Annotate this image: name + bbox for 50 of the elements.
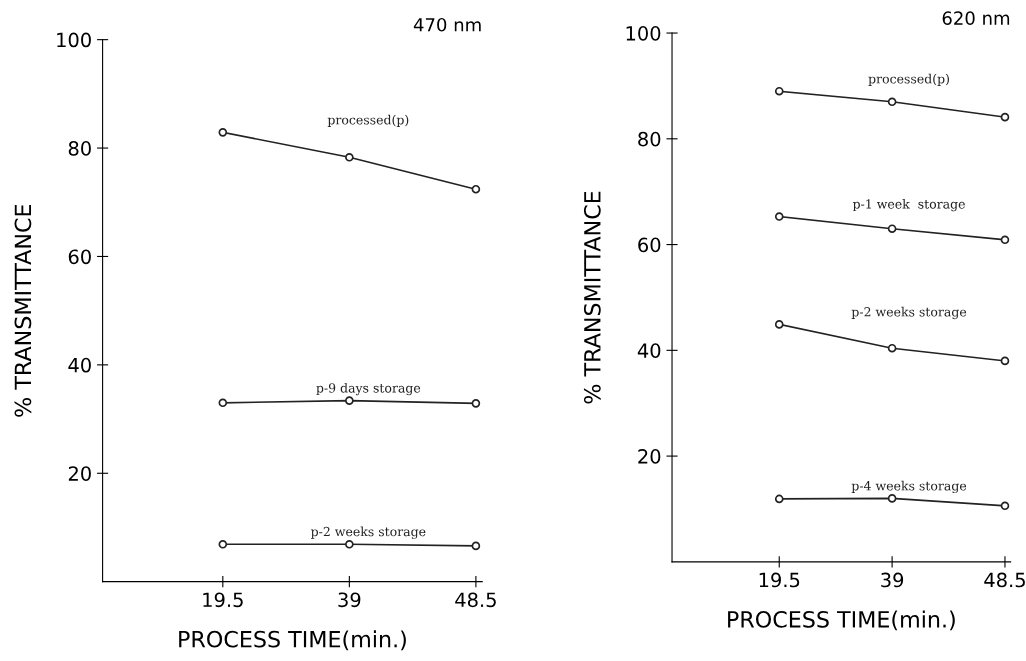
point bbox=[774, 212, 784, 221]
chart-title: 470 nm bbox=[413, 17, 481, 32]
x-axis-title: PROCESS TIME(min.) bbox=[179, 630, 406, 651]
x-tick-label: 19.5 bbox=[203, 592, 243, 608]
point bbox=[345, 539, 354, 549]
point bbox=[1000, 235, 1010, 245]
x-tick-label: 19.5 bbox=[759, 572, 800, 588]
y-tick-label: 60 bbox=[68, 249, 91, 265]
point bbox=[345, 152, 354, 162]
point bbox=[887, 224, 897, 234]
point bbox=[774, 86, 784, 96]
point bbox=[1000, 501, 1010, 511]
point bbox=[471, 541, 481, 551]
y-axis-title: % TRANSMITTANCE bbox=[583, 191, 601, 404]
point bbox=[218, 398, 228, 408]
x-axis-title: PROCESS TIME(min.) bbox=[728, 610, 955, 631]
text: processed(p) bbox=[327, 114, 409, 127]
point bbox=[218, 128, 228, 137]
y-tick-label: 40 bbox=[637, 343, 661, 358]
point bbox=[471, 184, 481, 194]
point bbox=[774, 494, 784, 504]
series-label: processed(p) bbox=[868, 73, 949, 86]
y-tick-label: 100 bbox=[57, 32, 91, 48]
y-tick-label: 80 bbox=[68, 141, 91, 156]
y-tick-label: 40 bbox=[68, 357, 91, 373]
chart-title: 620 nm bbox=[942, 11, 1010, 25]
y-tick-label: 80 bbox=[638, 131, 661, 147]
point bbox=[218, 539, 228, 549]
point bbox=[887, 97, 897, 107]
x-tick-label: 39 bbox=[338, 592, 361, 608]
series-label: p-2 weeks storage bbox=[851, 306, 967, 320]
y-axis-title: % TRANSMITTANCE bbox=[14, 204, 32, 417]
series-label: p-9 days storage bbox=[316, 382, 421, 396]
point bbox=[887, 494, 897, 503]
point bbox=[1000, 112, 1010, 122]
x-tick-label: 48.5 bbox=[455, 592, 496, 608]
point bbox=[887, 343, 897, 353]
x-tick-label: 48.5 bbox=[984, 572, 1025, 588]
series-label: p-4 weeks storage bbox=[851, 480, 967, 494]
y-tick-label: 60 bbox=[638, 237, 661, 253]
point bbox=[774, 320, 784, 329]
point bbox=[471, 399, 481, 408]
y-tick-label: 100 bbox=[626, 26, 661, 41]
y-tick-label: 20 bbox=[68, 466, 91, 481]
point bbox=[345, 396, 354, 405]
x-tick-label: 39 bbox=[881, 572, 904, 588]
series-label: p-1 week storage bbox=[852, 198, 965, 212]
series-label: p-2 weeks storage bbox=[310, 526, 426, 539]
y-tick-label: 20 bbox=[638, 449, 661, 464]
point bbox=[1000, 356, 1010, 366]
